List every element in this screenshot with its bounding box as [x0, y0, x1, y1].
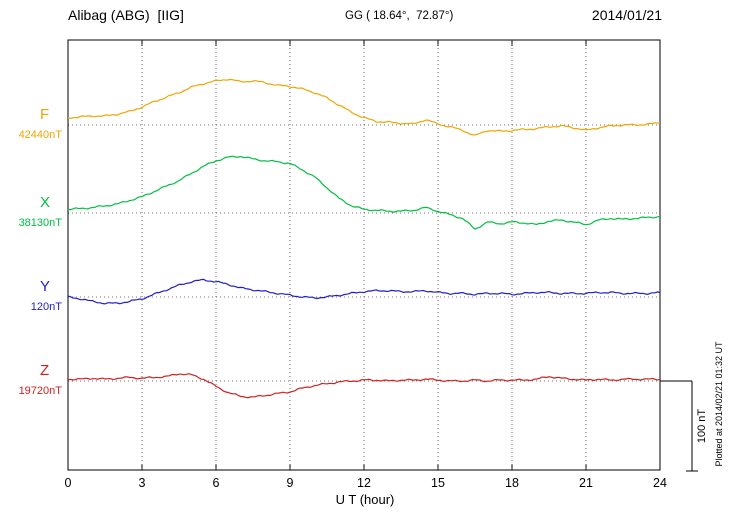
series-letter-Z: Z: [40, 362, 50, 379]
x-tick-label: 3: [139, 476, 146, 490]
x-tick-label: 0: [65, 476, 72, 490]
x-tick-label: 18: [505, 476, 519, 490]
scalebar-label: 100 nT: [696, 409, 708, 444]
series-baseline-value-Y: 120nT: [30, 301, 62, 313]
x-tick-label: 9: [287, 476, 294, 490]
plotted-at-note: Plotted at 2014/02/21 01:32 UT: [714, 341, 724, 467]
x-tick-label: 6: [213, 476, 220, 490]
series-letter-F: F: [40, 106, 50, 123]
trace-Y: [67, 278, 661, 305]
trace-F: [67, 78, 660, 136]
series-baseline-value-Z: 19720nT: [18, 385, 62, 397]
x-tick-label: 15: [431, 476, 445, 490]
series-letter-X: X: [40, 194, 51, 211]
geo-coordinates: GG ( 18.64°, 72.87°): [345, 10, 454, 22]
x-tick-label: 21: [579, 476, 593, 490]
trace-Z: [67, 373, 661, 399]
x-tick-label: 12: [357, 476, 371, 490]
plot-date: 2014/01/21: [591, 7, 662, 23]
plot-frame: [67, 39, 661, 471]
x-tick-label: 24: [653, 476, 667, 490]
series-letter-Y: Y: [40, 278, 51, 295]
series-baseline-value-F: 42440nT: [18, 129, 62, 141]
x-axis-title: U T (hour): [335, 492, 395, 507]
station-title: Alibag (ABG) [IIG]: [68, 7, 184, 23]
trace-X: [67, 155, 661, 230]
series-baseline-value-X: 38130nT: [18, 217, 62, 229]
